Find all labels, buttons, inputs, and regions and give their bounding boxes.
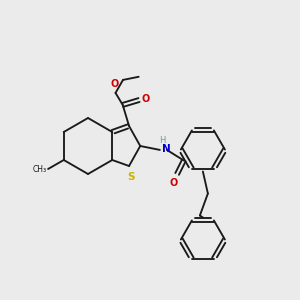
Text: O: O (110, 79, 118, 89)
Text: S: S (127, 172, 135, 182)
Text: H: H (159, 136, 165, 145)
Text: N: N (162, 144, 171, 154)
Text: O: O (141, 94, 149, 104)
Text: O: O (170, 178, 178, 188)
Text: CH₃: CH₃ (33, 165, 47, 174)
